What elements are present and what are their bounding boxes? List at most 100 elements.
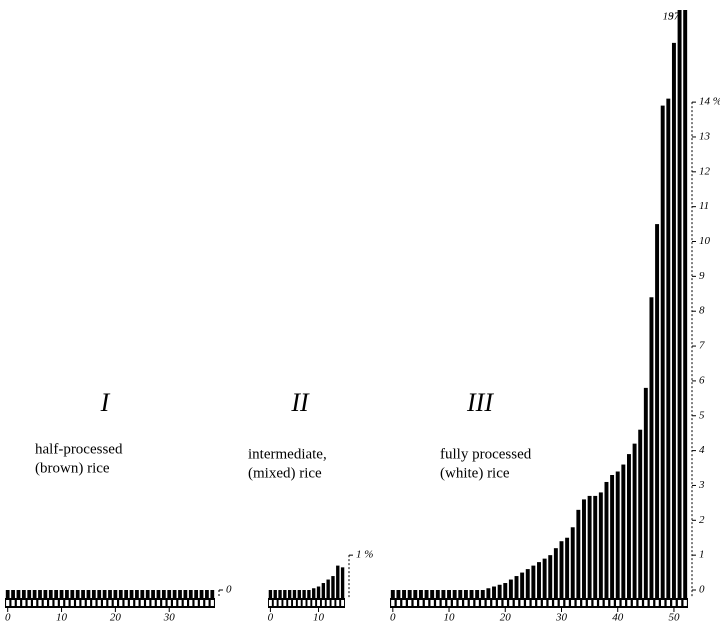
- axis-cell: [22, 600, 26, 606]
- bar: [615, 471, 620, 598]
- axis-cell: [576, 600, 581, 606]
- axis-cell: [492, 600, 496, 606]
- bar: [38, 590, 42, 598]
- axis-cell: [108, 600, 112, 606]
- axis-cell: [424, 600, 429, 606]
- bar: [140, 590, 145, 598]
- axis-cell: [655, 600, 659, 606]
- bar: [537, 562, 541, 598]
- axis-cell: [273, 600, 277, 606]
- axis-cell: [402, 600, 406, 606]
- axis-cell: [278, 600, 282, 606]
- panel-number: I: [100, 388, 111, 417]
- axis-cell: [288, 600, 292, 606]
- axis-cell: [419, 600, 423, 606]
- bar: [336, 565, 340, 598]
- panel-number: III: [466, 388, 494, 417]
- bar: [129, 590, 134, 598]
- axis-cell: [156, 600, 161, 606]
- axis-cell: [407, 600, 412, 606]
- bar: [447, 590, 452, 598]
- bar: [321, 583, 326, 598]
- bar: [418, 590, 423, 598]
- axis-cell: [11, 600, 15, 606]
- axis-cell: [621, 600, 626, 606]
- axis-cell: [38, 600, 42, 606]
- axis-cell: [27, 600, 31, 606]
- bar: [59, 590, 64, 598]
- bar: [178, 590, 182, 598]
- bar: [5, 590, 10, 598]
- y-tick-label: 2: [699, 514, 705, 526]
- axis-cell: [464, 600, 468, 606]
- axis-cell: [326, 600, 330, 606]
- bar: [86, 590, 91, 598]
- bar: [480, 590, 485, 598]
- y-tick-label: 5: [699, 409, 705, 421]
- axis-cell: [33, 600, 37, 606]
- x-tick-label: 10: [444, 612, 456, 624]
- panel-caption: (white) rice: [440, 465, 510, 481]
- y-tick-label: 8: [699, 305, 705, 317]
- bar: [326, 579, 330, 598]
- axis-cell: [520, 600, 524, 606]
- bar: [70, 590, 75, 598]
- axis-cell: [542, 600, 547, 606]
- axis-cell: [632, 600, 637, 606]
- axis-cell: [331, 600, 335, 606]
- x-axis-strip: [268, 598, 345, 608]
- axis-cell: [604, 600, 609, 606]
- axis-cell: [321, 600, 325, 606]
- axis-cell: [677, 600, 682, 606]
- axis-cell: [514, 600, 519, 606]
- bar: [81, 590, 85, 598]
- axis-cell: [135, 600, 139, 606]
- y-tick-label: 4: [699, 444, 705, 456]
- x-tick-label: 10: [56, 612, 68, 624]
- bar: [587, 495, 592, 598]
- bar: [553, 548, 558, 598]
- axis-cell: [210, 600, 214, 606]
- bar: [278, 590, 282, 598]
- value-label: 19: [663, 11, 675, 23]
- bar: [113, 590, 118, 598]
- bar: [542, 558, 547, 598]
- panel-caption: intermediate,: [248, 446, 327, 462]
- bar: [11, 590, 15, 598]
- x-tick-label: 30: [163, 612, 176, 624]
- bar: [302, 590, 306, 598]
- axis-cell: [587, 600, 592, 606]
- bar: [340, 567, 345, 598]
- axis-cell: [599, 600, 603, 606]
- axis-cell: [54, 600, 58, 606]
- bar: [135, 590, 139, 598]
- bar: [677, 10, 682, 598]
- bar: [621, 464, 626, 598]
- axis-cell: [103, 600, 107, 606]
- axis-cell: [497, 600, 502, 606]
- bar: [593, 495, 598, 598]
- bar: [27, 590, 32, 598]
- panel-caption: half-processed: [35, 441, 123, 457]
- bar: [167, 590, 172, 598]
- axis-cell: [167, 600, 171, 606]
- x-tick-label: 40: [612, 612, 624, 624]
- bar: [570, 527, 575, 598]
- bar: [548, 555, 553, 598]
- axis-cell: [475, 600, 479, 606]
- axis-cell: [526, 600, 530, 606]
- axis-cell: [65, 600, 69, 606]
- axis-cell: [469, 600, 474, 606]
- bar: [632, 443, 637, 598]
- bar: [531, 565, 536, 598]
- bar: [145, 590, 150, 598]
- bar: [458, 590, 463, 598]
- bar: [413, 590, 418, 598]
- bar: [16, 590, 21, 598]
- axis-cell: [6, 600, 10, 606]
- axis-cell: [70, 600, 74, 606]
- axis-cell: [649, 600, 654, 606]
- axis-cell: [413, 600, 417, 606]
- bar: [65, 590, 69, 598]
- axis-cell: [113, 600, 117, 606]
